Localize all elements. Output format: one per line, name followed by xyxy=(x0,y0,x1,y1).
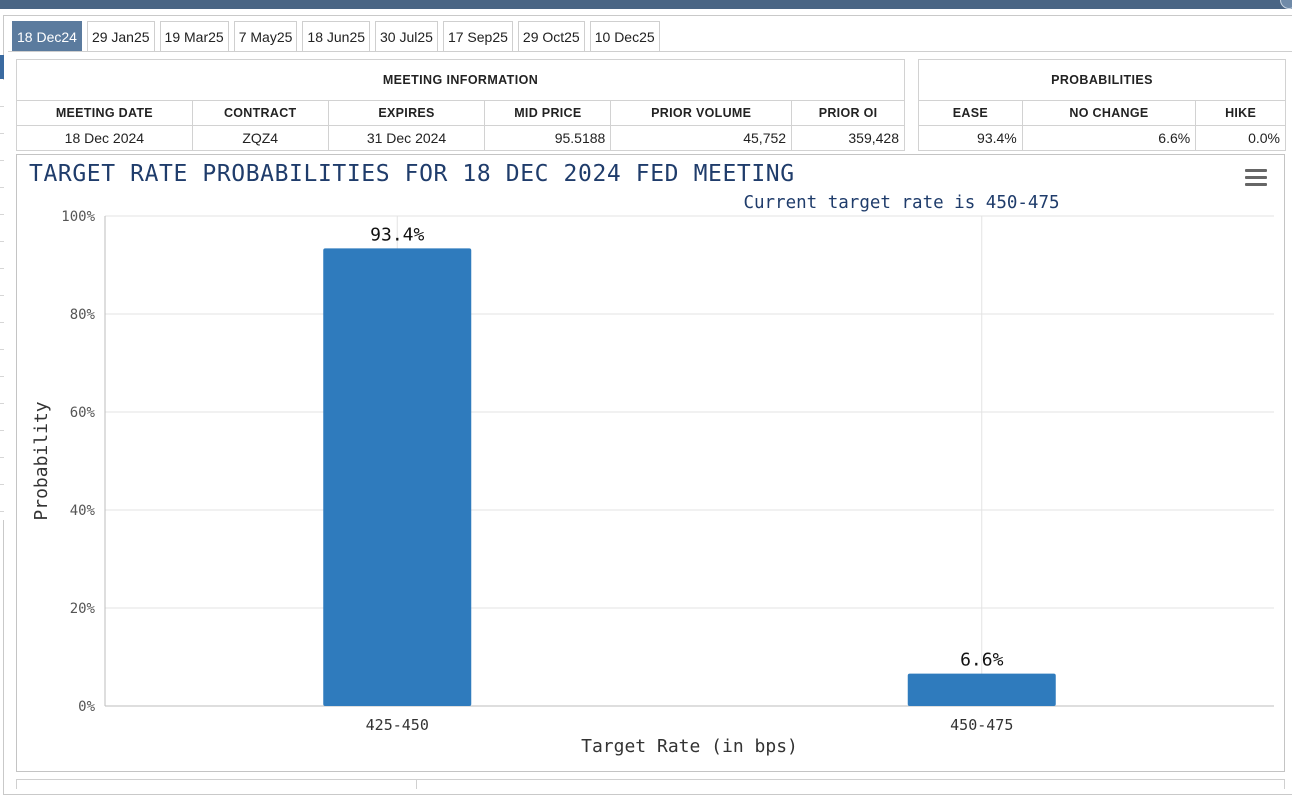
chart-subtitle: Current target rate is 450-475 xyxy=(17,193,1286,213)
tab-30-jul25[interactable]: 30 Jul25 xyxy=(375,21,438,52)
col-prior-oi: PRIOR OI xyxy=(791,100,905,126)
top-window-bar xyxy=(0,0,1292,9)
tab-10-dec25[interactable]: 10 Dec25 xyxy=(589,21,660,52)
prior-volume-value: 45,752 xyxy=(610,125,793,151)
x-tick-label: 425-450 xyxy=(366,716,429,734)
target-rate-chart: 0% 20% 40% 60% 80% 100% 93.4% 425-450 6.6% 450-47… xyxy=(16,154,1285,772)
meeting-tabs: 18 Dec24 29 Jan25 19 Mar25 7 May25 18 Ju… xyxy=(12,21,660,52)
bottom-panel xyxy=(16,779,1285,789)
tab-29-jan25[interactable]: 29 Jan25 xyxy=(86,21,155,52)
col-no-change: NO CHANGE xyxy=(1021,100,1197,126)
y-tick-label: 100% xyxy=(61,209,95,225)
bottom-panel-divider xyxy=(416,779,417,789)
chart-plot: 0% 20% 40% 60% 80% 100% 93.4% 425-450 6.6% 450-47… xyxy=(31,209,1274,757)
y-tick-label: 80% xyxy=(70,307,96,323)
probabilities-header: PROBABILITIES xyxy=(918,59,1286,101)
col-expires: EXPIRES xyxy=(327,100,486,126)
no-change-value: 6.6% xyxy=(1021,125,1197,151)
bar-data-label: 93.4% xyxy=(370,224,424,245)
expires-value: 31 Dec 2024 xyxy=(327,125,486,151)
y-tick-label: 0% xyxy=(78,699,95,715)
col-mid-price: MID PRICE xyxy=(484,100,612,126)
tab-17-sep25[interactable]: 17 Sep25 xyxy=(442,21,513,52)
y-tick-label: 60% xyxy=(70,405,96,421)
meeting-information-table: MEETING INFORMATION MEETING DATE CONTRAC… xyxy=(16,59,905,151)
mid-price-value: 95.5188 xyxy=(484,125,612,151)
y-tick-label: 20% xyxy=(70,601,96,617)
bar-425-450 xyxy=(323,248,472,706)
hike-value: 0.0% xyxy=(1195,125,1286,151)
tabs-divider xyxy=(8,51,1292,52)
col-contract: CONTRACT xyxy=(191,100,329,126)
meeting-date-value: 18 Dec 2024 xyxy=(16,125,193,151)
tab-29-oct25[interactable]: 29 Oct25 xyxy=(517,21,585,52)
tab-18-dec24[interactable]: 18 Dec24 xyxy=(12,21,82,52)
chart-title: TARGET RATE PROBABILITIES FOR 18 DEC 202… xyxy=(29,161,795,187)
col-ease: EASE xyxy=(918,100,1023,126)
sidebar-active-marker[interactable] xyxy=(0,55,4,79)
chart-subtitle-text: Current target rate is 450-475 xyxy=(743,193,1060,213)
probabilities-table: PROBABILITIES EASE NO CHANGE HIKE 93.4% … xyxy=(918,59,1286,151)
y-axis-title: Probability xyxy=(31,401,52,520)
sidebar-list xyxy=(0,80,4,520)
tab-7-may25[interactable]: 7 May25 xyxy=(233,21,298,52)
window-control-icon[interactable] xyxy=(1280,0,1292,9)
ease-value: 93.4% xyxy=(918,125,1023,151)
contract-value: ZQZ4 xyxy=(191,125,329,151)
col-prior-volume: PRIOR VOLUME xyxy=(610,100,793,126)
x-tick-label: 450-475 xyxy=(950,716,1013,734)
tab-18-jun25[interactable]: 18 Jun25 xyxy=(302,21,371,52)
bar-450-475 xyxy=(907,673,1056,706)
bar-data-label: 6.6% xyxy=(960,650,1004,671)
x-axis-title: Target Rate (in bps) xyxy=(581,736,798,757)
y-tick-label: 40% xyxy=(70,503,96,519)
meeting-information-header: MEETING INFORMATION xyxy=(16,59,905,101)
prior-oi-value: 359,428 xyxy=(791,125,905,151)
hamburger-menu-icon[interactable] xyxy=(1245,169,1267,187)
col-hike: HIKE xyxy=(1195,100,1286,126)
tab-19-mar25[interactable]: 19 Mar25 xyxy=(159,21,229,52)
col-meeting-date: MEETING DATE xyxy=(16,100,193,126)
